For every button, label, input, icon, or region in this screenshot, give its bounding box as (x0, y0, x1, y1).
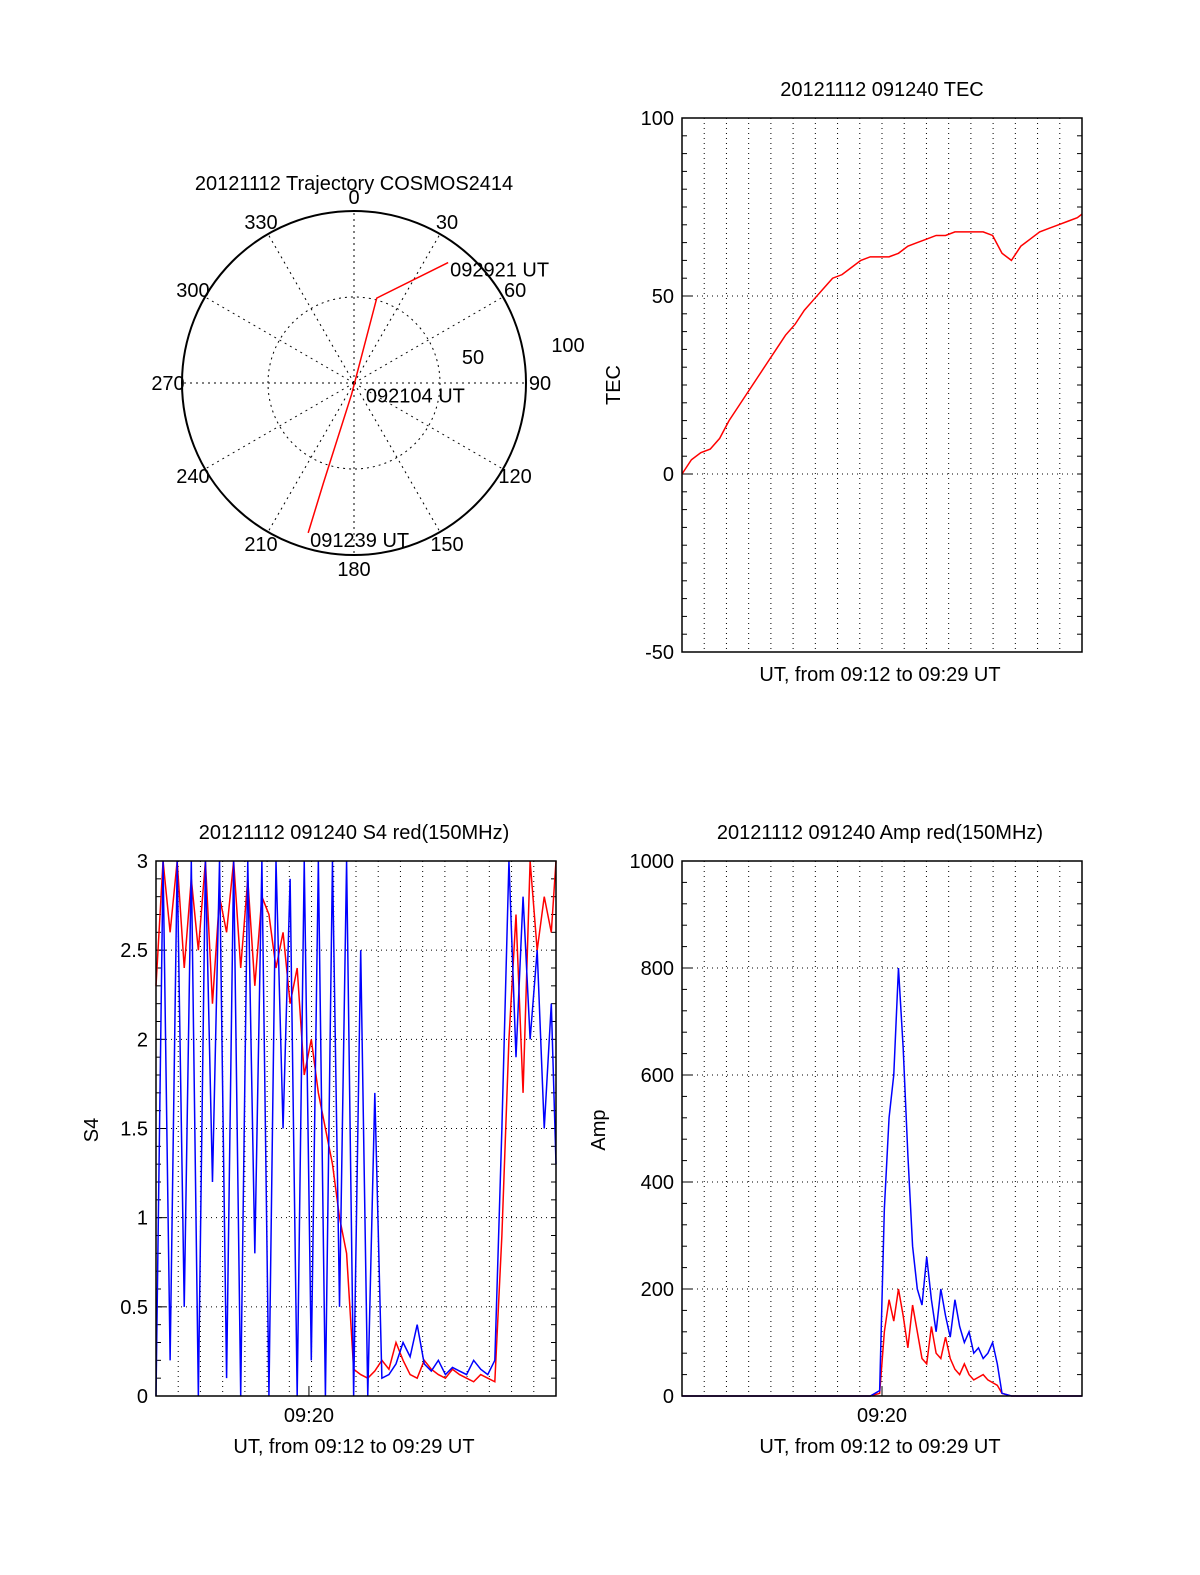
y-tick-label: -50 (645, 642, 674, 664)
polar-angle-label: 90 (529, 373, 551, 395)
data-series-line (155, 860, 557, 1383)
x-tick-label: 09:20 (857, 1405, 907, 1427)
data-series-line (155, 860, 557, 1397)
polar-trajectory-series: 092921 UT 092104 UT 091239 UT (307, 260, 549, 552)
polar-spoke (353, 382, 504, 470)
polar-trajectory-line (307, 261, 449, 534)
polar-angle-label: 150 (430, 534, 463, 556)
y-tick-label: 0 (137, 1386, 148, 1408)
y-tick-label: 50 (652, 286, 674, 308)
y-tick-label: 2.5 (120, 940, 148, 962)
plot-frame (681, 860, 1083, 1397)
amp-xlabel: UT, from 09:12 to 09:29 UT (759, 1436, 1000, 1458)
x-tick-label: 09:20 (284, 1405, 334, 1427)
polar-angle-label: 0 (348, 187, 359, 209)
tec-ylabel: TEC (603, 365, 625, 405)
y-tick-label: 0 (663, 1386, 674, 1408)
polar-spoke (204, 382, 355, 470)
amp-ylabel: Amp (588, 1109, 610, 1150)
polar-spoke (267, 382, 355, 533)
tec-line-chart: 20121112 091240 TEC UT, from 09:12 to 09… (603, 79, 1083, 686)
amp-title: 20121112 091240 Amp red(150MHz) (717, 822, 1043, 844)
plot-frame (681, 117, 1083, 653)
polar-angle-label: 180 (337, 559, 370, 581)
polar-angle-label: 300 (176, 280, 209, 302)
polar-radius-label: 50 (462, 347, 484, 369)
amp-line-chart: 20121112 091240 Amp red(150MHz) UT, from… (588, 822, 1083, 1458)
y-tick-label: 200 (641, 1279, 674, 1301)
polar-spoke (353, 382, 441, 533)
y-tick-label: 2 (137, 1029, 148, 1051)
y-tick-label: 3 (137, 851, 148, 873)
y-tick-label: 800 (641, 958, 674, 980)
polar-angle-labels: 0 30 60 90 120 150 180 210 240 270 300 330 50 100 (151, 187, 584, 581)
polar-angle-label: 240 (176, 466, 209, 488)
polar-angle-label: 120 (498, 466, 531, 488)
y-tick-label: 1.5 (120, 1119, 148, 1141)
polar-spoke (267, 233, 355, 384)
s4-ylabel: S4 (81, 1118, 103, 1142)
polar-time-annotation: 092104 UT (366, 386, 465, 408)
tec-title: 20121112 091240 TEC (780, 79, 984, 101)
polar-angle-label: 60 (504, 280, 526, 302)
s4-xlabel: UT, from 09:12 to 09:29 UT (233, 1436, 474, 1458)
polar-angle-label: 30 (436, 212, 458, 234)
polar-time-annotation: 092921 UT (450, 260, 549, 282)
polar-grid (181, 210, 527, 556)
y-tick-label: 600 (641, 1065, 674, 1087)
s4-title: 20121112 091240 S4 red(150MHz) (199, 822, 510, 844)
y-tick-label: 0 (663, 464, 674, 486)
s4-plot-area: 0 0.5 1 1.5 2 2.5 3 09:20 (120, 851, 557, 1427)
tec-xlabel: UT, from 09:12 to 09:29 UT (759, 664, 1000, 686)
polar-spoke (204, 296, 355, 384)
data-series-line (681, 213, 1083, 475)
y-tick-label: 1 (137, 1208, 148, 1230)
polar-time-annotation: 091239 UT (310, 530, 409, 552)
plot-frame (155, 860, 557, 1397)
polar-angle-label: 270 (151, 373, 184, 395)
tec-plot-area: -50 0 50 100 (641, 108, 1083, 664)
trajectory-polar-chart: 20121112 Trajectory COSMOS2414 0 30 60 90 12… (151, 173, 584, 581)
s4-line-chart: 20121112 091240 S4 red(150MHz) UT, from … (81, 822, 557, 1458)
amp-plot-area: 0 200 400 600 800 1000 09:20 (630, 851, 1083, 1427)
polar-angle-label: 330 (244, 212, 277, 234)
y-tick-label: 1000 (630, 851, 675, 873)
polar-angle-label: 210 (244, 534, 277, 556)
y-tick-label: 0.5 (120, 1297, 148, 1319)
polar-spoke (353, 233, 441, 384)
polar-spoke (353, 296, 504, 384)
polar-outer-ring (181, 210, 527, 556)
polar-title: 20121112 Trajectory COSMOS2414 (195, 173, 513, 195)
y-tick-label: 400 (641, 1172, 674, 1194)
y-tick-label: 100 (641, 108, 674, 130)
polar-radius-label: 100 (551, 335, 584, 357)
